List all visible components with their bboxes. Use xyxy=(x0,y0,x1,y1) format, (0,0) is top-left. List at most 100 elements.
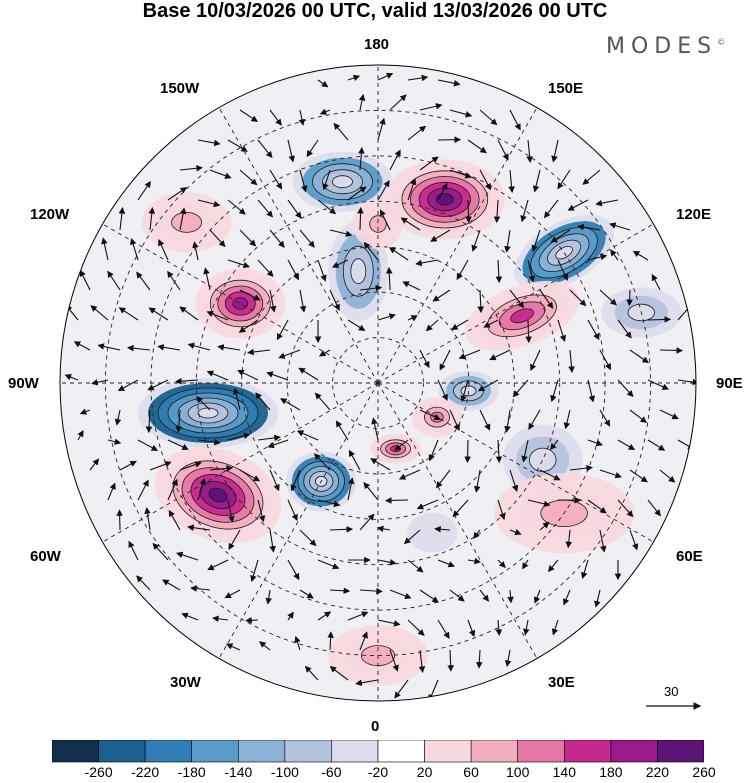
colorbar-bin-6 xyxy=(331,740,379,763)
colorbar-tick-label: 60 xyxy=(463,764,479,780)
wind-vector xyxy=(508,169,515,193)
brand-mark: © xyxy=(717,37,726,47)
wind-vector xyxy=(437,619,450,639)
wind-vector xyxy=(479,169,491,191)
wind-vector xyxy=(206,370,229,381)
wind-vector xyxy=(647,316,672,323)
wind-vector xyxy=(313,453,331,471)
colorbar-tick-label: 260 xyxy=(692,764,716,780)
wind-vector xyxy=(287,199,302,219)
wind-vector xyxy=(299,529,317,547)
lon-label-90w: 90W xyxy=(8,375,39,392)
wind-vector xyxy=(647,439,666,451)
wind-vector xyxy=(157,344,181,351)
wind-vector xyxy=(504,229,511,253)
colorbar-tick-label: -20 xyxy=(367,764,389,780)
lon-label-60w: 60W xyxy=(30,548,61,565)
wind-vector xyxy=(267,439,289,449)
wind-vector xyxy=(525,319,532,344)
wind-vector xyxy=(371,417,379,441)
map-boundary xyxy=(59,64,697,702)
wind-vector xyxy=(145,409,153,434)
colorbar-bin-5 xyxy=(284,740,332,763)
wind-vector xyxy=(389,94,407,111)
colorbar-tick-label: 220 xyxy=(645,764,670,780)
wind-vector xyxy=(167,478,178,501)
wind-vector xyxy=(419,349,430,369)
wind-vector xyxy=(239,109,259,123)
wind-vector xyxy=(473,469,481,493)
wind-vector xyxy=(377,559,397,566)
anomaly-center-0 xyxy=(138,378,278,448)
wind-vector xyxy=(304,665,319,681)
wind-vector xyxy=(239,469,261,482)
anomaly-center-8 xyxy=(195,268,286,339)
anomaly-contour xyxy=(350,258,367,285)
wind-vector xyxy=(629,349,650,364)
wind-vector xyxy=(348,449,361,471)
wind-vector xyxy=(509,469,519,492)
anomaly-contour xyxy=(419,522,445,543)
wind-vector xyxy=(527,259,536,283)
wind-vector xyxy=(415,259,439,267)
wind-vector xyxy=(479,589,490,602)
wind-vector xyxy=(609,222,631,231)
wind-vector xyxy=(314,392,331,411)
wind-vector xyxy=(437,79,461,87)
wind-vector xyxy=(299,289,307,313)
latitude-circle xyxy=(332,337,424,429)
meridian-line xyxy=(377,107,538,384)
wind-vector xyxy=(179,207,187,231)
wind-vector xyxy=(407,619,425,636)
wind-vector xyxy=(599,349,612,371)
wind-vector xyxy=(306,139,319,158)
wind-vector xyxy=(333,122,349,141)
wind-vector xyxy=(318,349,331,357)
wind-vector xyxy=(179,461,202,471)
reference-vector-label: 30 xyxy=(664,684,679,699)
colorbar xyxy=(52,740,704,763)
wind-vector xyxy=(418,649,426,673)
wind-vector xyxy=(347,74,361,82)
wind-vector xyxy=(128,540,139,561)
latitude-circle xyxy=(195,200,561,566)
meridian-line xyxy=(218,382,379,659)
lon-label-30w: 30W xyxy=(170,674,201,691)
wind-vector xyxy=(449,589,465,602)
wind-vector xyxy=(402,281,421,291)
wind-vector xyxy=(439,349,451,371)
wind-vector xyxy=(329,289,340,312)
wind-vector xyxy=(196,396,211,411)
colorbar-tick-label: 180 xyxy=(599,764,623,780)
wind-vector xyxy=(577,223,601,231)
wind-vector xyxy=(550,379,559,403)
wind-vector xyxy=(377,313,396,321)
anomaly-center-17 xyxy=(407,512,458,553)
wind-vector xyxy=(129,237,139,261)
wind-vector xyxy=(452,499,469,518)
wind-vector xyxy=(465,199,472,224)
wind-vector xyxy=(257,259,274,278)
wind-vector xyxy=(294,635,301,651)
wind-vector xyxy=(416,499,439,510)
wind-vector xyxy=(335,420,349,441)
wind-vector xyxy=(347,319,366,331)
colorbar-bin-11 xyxy=(563,740,612,763)
wind-vector xyxy=(119,460,137,471)
wind-vector xyxy=(509,529,522,536)
colorbar-tick-label: 140 xyxy=(552,764,576,780)
colorbar-bin-13 xyxy=(657,740,704,763)
wind-vector xyxy=(547,559,559,573)
wind-vector xyxy=(449,109,473,118)
colorbar-tick-label: -100 xyxy=(270,764,299,780)
wind-vector xyxy=(358,93,366,111)
wind-vectors xyxy=(64,72,696,701)
wind-vector xyxy=(377,180,390,201)
wind-vector xyxy=(587,319,600,341)
wind-vector xyxy=(403,529,421,545)
wind-vector xyxy=(250,559,259,583)
wind-vector xyxy=(278,349,301,359)
wind-vector xyxy=(509,109,521,131)
anomaly-contour xyxy=(510,308,534,324)
